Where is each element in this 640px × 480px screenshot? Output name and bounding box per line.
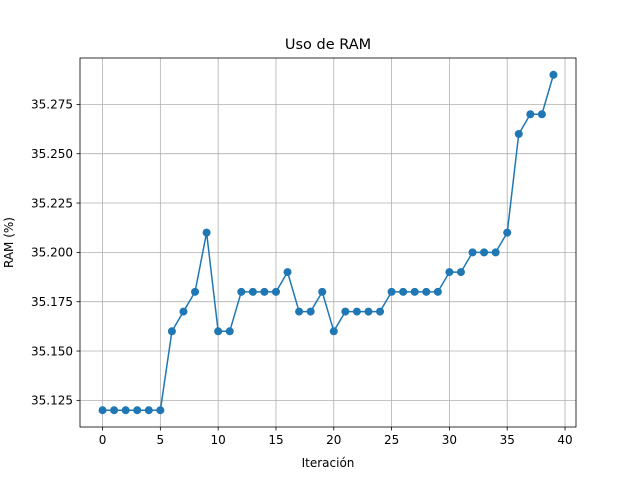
x-tick-label: 35 <box>500 433 515 447</box>
plot-frame <box>79 57 577 428</box>
x-tick-label: 0 <box>99 433 107 447</box>
x-tick-label: 10 <box>211 433 226 447</box>
data-point <box>271 287 280 296</box>
y-axis-label: RAM (%) <box>2 217 16 268</box>
data-point <box>121 406 130 415</box>
data-point <box>179 307 188 316</box>
y-tick-label: 35.150 <box>31 344 73 358</box>
data-point <box>191 287 200 296</box>
y-tick-label: 35.125 <box>31 394 73 408</box>
x-axis-ticks: 0 5 10 15 20 25 30 35 40 <box>99 427 573 447</box>
data-point <box>364 307 373 316</box>
data-point <box>295 307 304 316</box>
x-tick-label: 25 <box>384 433 399 447</box>
series-ram <box>98 70 558 415</box>
chart-title: Uso de RAM <box>285 37 371 53</box>
data-point <box>306 307 315 316</box>
x-tick-label: 15 <box>268 433 283 447</box>
x-tick-label: 20 <box>326 433 341 447</box>
data-point <box>167 327 176 336</box>
x-axis-label: Iteración <box>302 456 355 470</box>
data-point <box>468 248 477 257</box>
data-point <box>248 287 257 296</box>
data-point <box>214 327 223 336</box>
data-point <box>399 287 408 296</box>
data-point <box>537 110 546 119</box>
data-point <box>260 287 269 296</box>
data-point <box>410 287 419 296</box>
data-point <box>202 228 211 237</box>
data-point <box>98 406 107 415</box>
y-tick-label: 35.175 <box>31 295 73 309</box>
data-point <box>133 406 142 415</box>
y-axis-ticks: 35.125 35.150 35.175 35.200 35.225 35.250 35.2… <box>31 98 80 408</box>
data-point <box>387 287 396 296</box>
data-point <box>456 268 465 277</box>
data-point <box>329 327 338 336</box>
data-point <box>503 228 512 237</box>
data-point <box>341 307 350 316</box>
data-point <box>549 70 558 79</box>
y-tick-label: 35.225 <box>31 196 73 210</box>
x-tick-label: 30 <box>442 433 457 447</box>
series-line <box>102 74 555 411</box>
x-tick-label: 40 <box>557 433 572 447</box>
data-point <box>514 129 523 138</box>
data-point <box>144 406 153 415</box>
y-tick-label: 35.200 <box>31 246 73 260</box>
data-point <box>237 287 246 296</box>
data-point <box>283 268 292 277</box>
data-point <box>480 248 489 257</box>
y-tick-label: 35.250 <box>31 147 73 161</box>
x-tick-label: 5 <box>157 433 165 447</box>
data-point <box>376 307 385 316</box>
data-point <box>352 307 361 316</box>
y-tick-label: 35.275 <box>31 98 73 112</box>
data-point <box>225 327 234 336</box>
data-point <box>156 406 165 415</box>
data-point <box>445 268 454 277</box>
data-point <box>526 110 535 119</box>
data-point <box>491 248 500 257</box>
data-point <box>110 406 119 415</box>
data-point <box>422 287 431 296</box>
data-point <box>318 287 327 296</box>
data-point <box>433 287 442 296</box>
